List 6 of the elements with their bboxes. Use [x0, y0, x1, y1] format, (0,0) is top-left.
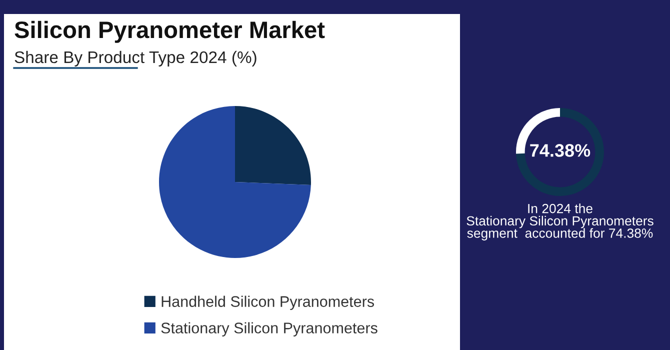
text: In 2024 the Stationary Silicon Pyranometers segment accounted for 74.38% — [466, 204, 654, 240]
chart-subtitle: Share By Product Type 2024 (%) — [14, 50, 256, 66]
chart-title: Silicon Pyranometer Market — [14, 20, 325, 43]
legend-label: Stationary Silicon Pyranometers — [161, 322, 378, 336]
legend-label: Handheld Silicon Pyranometers — [162, 296, 374, 310]
text: 74.38% — [530, 144, 590, 157]
